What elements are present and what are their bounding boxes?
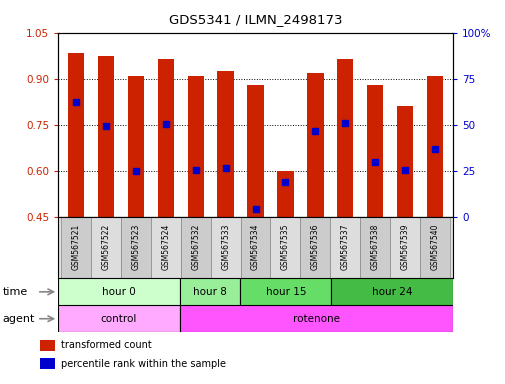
Text: GSM567521: GSM567521 [72, 223, 80, 270]
Text: hour 0: hour 0 [102, 287, 135, 297]
Text: hour 15: hour 15 [265, 287, 306, 297]
Bar [307, 73, 323, 217]
Bar [426, 76, 442, 217]
Text: GSM567535: GSM567535 [280, 223, 289, 270]
Bar [331, 278, 452, 305]
Text: GSM567538: GSM567538 [370, 223, 379, 270]
Text: GSM567537: GSM567537 [340, 223, 349, 270]
Bar [58, 278, 179, 305]
Text: hour 8: hour 8 [193, 287, 226, 297]
Bar [58, 305, 179, 332]
Bar [247, 85, 263, 217]
Text: agent: agent [3, 314, 35, 324]
Text: control: control [100, 314, 137, 324]
Bar [270, 217, 300, 278]
Text: GSM567522: GSM567522 [102, 223, 110, 270]
Bar [180, 217, 210, 278]
Bar [150, 217, 180, 278]
Text: percentile rank within the sample: percentile rank within the sample [61, 359, 226, 369]
Bar [330, 217, 360, 278]
Bar [300, 217, 330, 278]
Text: GSM567536: GSM567536 [310, 223, 319, 270]
Text: GSM567532: GSM567532 [191, 223, 200, 270]
Text: GSM567524: GSM567524 [161, 223, 170, 270]
Bar [121, 217, 150, 278]
Text: GSM567534: GSM567534 [250, 223, 260, 270]
Bar [366, 85, 383, 217]
Text: hour 24: hour 24 [371, 287, 412, 297]
Bar [419, 217, 449, 278]
Text: GSM567540: GSM567540 [430, 223, 438, 270]
Bar [360, 217, 389, 278]
Bar [240, 217, 270, 278]
Bar [187, 76, 204, 217]
Text: GDS5341 / ILMN_2498173: GDS5341 / ILMN_2498173 [169, 13, 341, 26]
Bar [277, 171, 293, 217]
Bar [389, 217, 419, 278]
Text: transformed count: transformed count [61, 340, 152, 350]
Bar [40, 358, 55, 369]
Bar [61, 217, 91, 278]
Bar [157, 59, 174, 217]
Text: time: time [3, 287, 28, 297]
Bar [210, 217, 240, 278]
Text: GSM567533: GSM567533 [221, 223, 230, 270]
Text: rotenone: rotenone [292, 314, 339, 324]
Bar [127, 76, 144, 217]
Bar [40, 340, 55, 351]
Text: GSM567523: GSM567523 [131, 223, 140, 270]
Bar [179, 305, 452, 332]
Bar [240, 278, 331, 305]
Bar [68, 53, 84, 217]
Bar [97, 56, 114, 217]
Bar [217, 71, 233, 217]
Bar [91, 217, 121, 278]
Bar [336, 59, 353, 217]
Bar [179, 278, 240, 305]
Text: GSM567539: GSM567539 [400, 223, 409, 270]
Bar [396, 106, 413, 217]
